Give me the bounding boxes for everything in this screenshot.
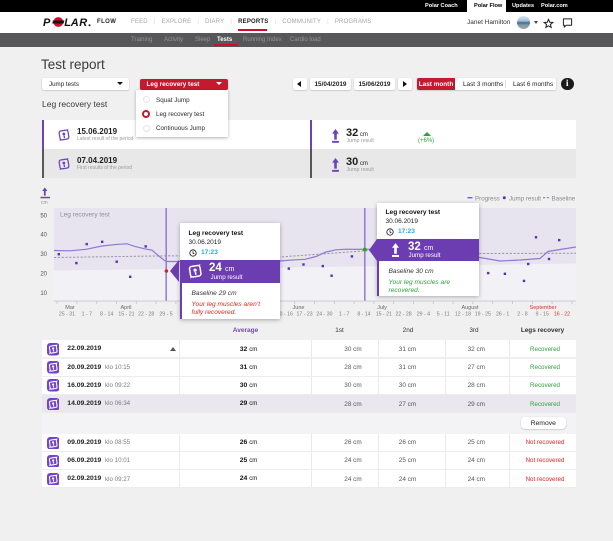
svg-text:10 - 16: 10 - 16	[277, 312, 293, 318]
svg-text:September: September	[530, 305, 557, 311]
svg-text:August: August	[461, 305, 479, 311]
svg-text:June: June	[293, 305, 305, 311]
svg-text:P: P	[43, 17, 51, 29]
svg-text:L: L	[64, 17, 71, 29]
svg-text:R: R	[79, 17, 87, 29]
svg-text:50: 50	[40, 213, 47, 219]
svg-text:10: 10	[40, 291, 47, 297]
svg-text:1 - 7: 1 - 7	[82, 312, 92, 318]
svg-text:9 - 15: 9 - 15	[536, 312, 549, 318]
svg-text:16 - 22: 16 - 22	[554, 312, 570, 318]
svg-text:1 - 7: 1 - 7	[339, 312, 349, 318]
svg-text:17 - 23: 17 - 23	[297, 312, 313, 318]
svg-text:Mar: Mar	[65, 305, 75, 311]
svg-text:2 - 8: 2 - 8	[517, 312, 527, 318]
svg-text:April: April	[120, 305, 131, 311]
svg-text:15 - 21: 15 - 21	[376, 312, 392, 318]
svg-text:Jump result: Jump result	[509, 196, 541, 203]
svg-text:40: 40	[40, 233, 47, 239]
svg-text:20: 20	[40, 272, 47, 278]
svg-text:8 - 14: 8 - 14	[100, 312, 113, 318]
svg-text:8 - 14: 8 - 14	[357, 312, 370, 318]
svg-text:24 - 30: 24 - 30	[316, 312, 332, 318]
svg-text:July: July	[377, 305, 387, 311]
svg-text:29 - 5: 29 - 5	[159, 312, 172, 318]
svg-text:Progress: Progress	[475, 196, 500, 203]
svg-text:5 - 11: 5 - 11	[437, 312, 450, 318]
svg-text:30: 30	[40, 252, 47, 258]
svg-text:12 - 18: 12 - 18	[455, 312, 471, 318]
svg-text:Leg recovery test: Leg recovery test	[60, 212, 110, 219]
svg-text:Baseline: Baseline	[552, 196, 576, 203]
svg-text:26 - 1: 26 - 1	[496, 312, 509, 318]
svg-text:29 - 4: 29 - 4	[417, 312, 430, 318]
svg-text:cm: cm	[41, 200, 48, 206]
svg-text:15 - 21: 15 - 21	[118, 312, 134, 318]
svg-text:22 - 28: 22 - 28	[396, 312, 412, 318]
svg-text:A: A	[70, 17, 79, 29]
svg-text:22 - 28: 22 - 28	[138, 312, 154, 318]
svg-text:25 - 31: 25 - 31	[59, 312, 75, 318]
svg-text:19 - 25: 19 - 25	[475, 312, 491, 318]
